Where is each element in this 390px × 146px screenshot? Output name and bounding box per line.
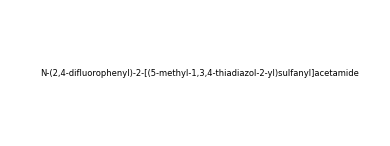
Text: N-(2,4-difluorophenyl)-2-[(5-methyl-1,3,4-thiadiazol-2-yl)sulfanyl]acetamide: N-(2,4-difluorophenyl)-2-[(5-methyl-1,3,… [41, 69, 359, 78]
